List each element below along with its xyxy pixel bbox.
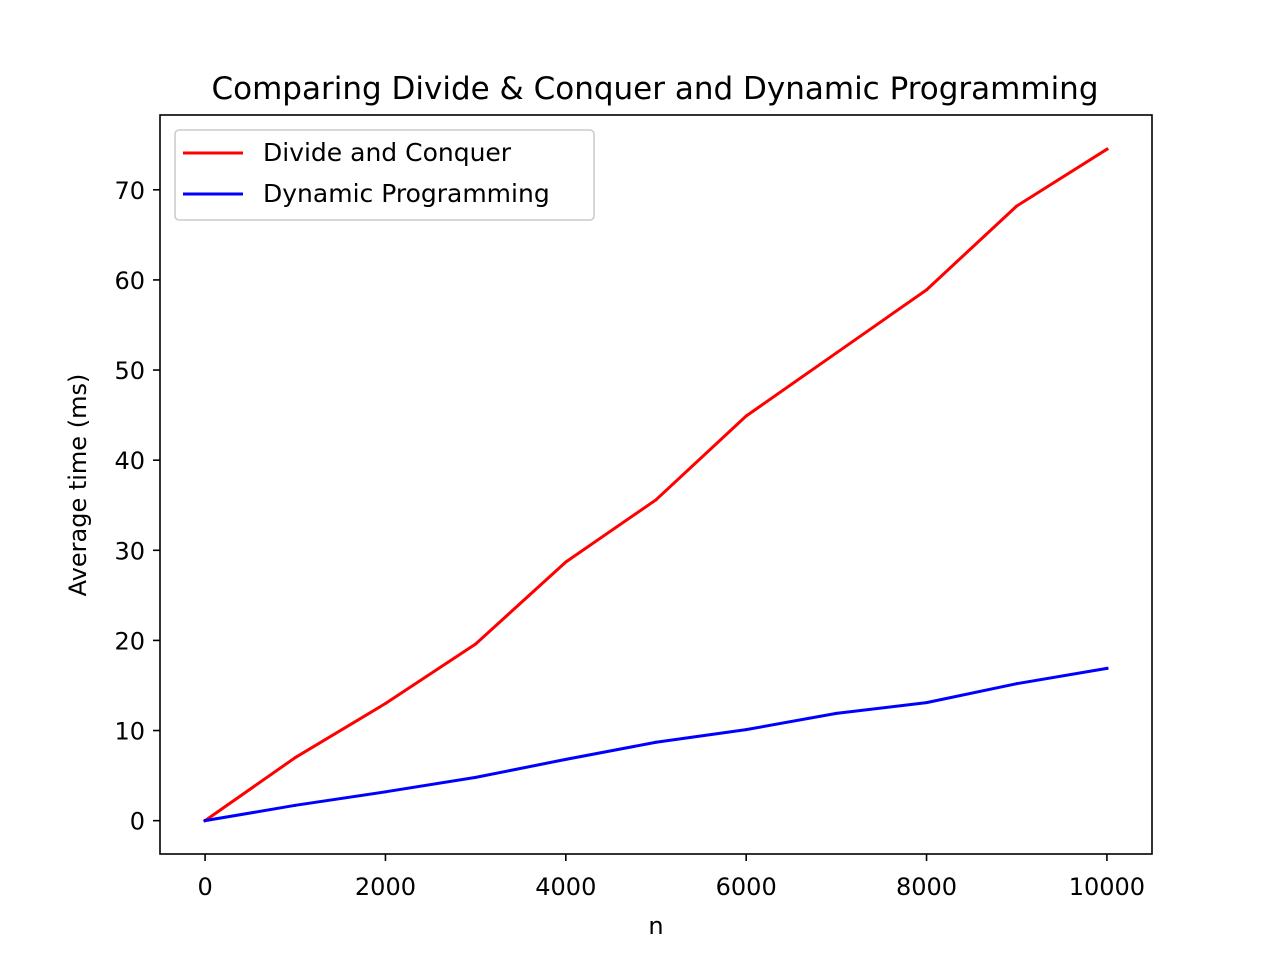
- data-point-dynamic-programming-3000: [474, 776, 477, 779]
- x-tick-label-10000: 10000: [1069, 873, 1145, 901]
- data-point-divide-and-conquer-9000: [1015, 205, 1018, 208]
- data-point-dynamic-programming-7000: [835, 712, 838, 715]
- x-tick-label-4000: 4000: [535, 873, 596, 901]
- x-tick-label-2000: 2000: [355, 873, 416, 901]
- data-point-dynamic-programming-4000: [564, 758, 567, 761]
- y-tick-label-0: 0: [130, 808, 145, 836]
- x-tick-label-0: 0: [197, 873, 212, 901]
- data-point-dynamic-programming-1000: [294, 804, 297, 807]
- data-point-divide-and-conquer-4000: [564, 561, 567, 564]
- data-point-dynamic-programming-0: [204, 819, 207, 822]
- chart-title: Comparing Divide & Conquer and Dynamic P…: [211, 71, 1098, 107]
- data-point-dynamic-programming-2000: [384, 790, 387, 793]
- y-tick-label-10: 10: [114, 718, 145, 746]
- legend-label-divide-and-conquer: Divide and Conquer: [263, 138, 512, 167]
- data-point-dynamic-programming-5000: [655, 741, 658, 744]
- data-point-dynamic-programming-10000: [1105, 667, 1108, 670]
- legend: Divide and Conquer Dynamic Programming: [175, 130, 594, 220]
- data-point-dynamic-programming-6000: [745, 728, 748, 731]
- y-tick-label-20: 20: [114, 627, 145, 655]
- y-tick-label-40: 40: [114, 447, 145, 475]
- x-tick-label-8000: 8000: [896, 873, 957, 901]
- data-point-divide-and-conquer-3000: [474, 643, 477, 646]
- data-point-dynamic-programming-9000: [1015, 682, 1018, 685]
- data-point-divide-and-conquer-7000: [835, 351, 838, 354]
- data-point-divide-and-conquer-2000: [384, 702, 387, 705]
- y-tick-label-70: 70: [114, 177, 145, 205]
- y-axis-label: Average time (ms): [64, 374, 92, 597]
- y-tick-label-30: 30: [114, 537, 145, 565]
- x-axis-label: n: [648, 912, 663, 940]
- data-point-divide-and-conquer-6000: [745, 415, 748, 418]
- x-tick-label-6000: 6000: [716, 873, 777, 901]
- y-tick-label-60: 60: [114, 267, 145, 295]
- y-tick-label-50: 50: [114, 357, 145, 385]
- data-point-divide-and-conquer-1000: [294, 756, 297, 759]
- data-point-divide-and-conquer-5000: [655, 498, 658, 501]
- data-point-divide-and-conquer-8000: [925, 288, 928, 291]
- data-point-divide-and-conquer-10000: [1105, 148, 1108, 151]
- legend-label-dynamic-programming: Dynamic Programming: [263, 179, 550, 208]
- data-point-dynamic-programming-8000: [925, 701, 928, 704]
